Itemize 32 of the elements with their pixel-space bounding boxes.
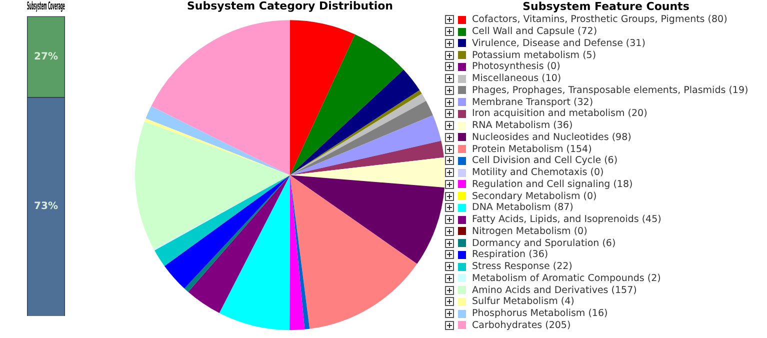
legend-label: Carbohydrates (205) — [472, 320, 571, 331]
legend-label: Phages, Prophages, Transposable elements, Plasmids (19) — [472, 84, 748, 96]
legend-label: Iron acquisition and metabolism (20) — [472, 108, 648, 120]
legend-label: RNA Metabolism (36) — [472, 120, 573, 132]
legend-label: Stress Response (22) — [472, 261, 572, 272]
legend-label: Protein Metabolism (154) — [472, 144, 592, 155]
data-label: 27% — [34, 51, 58, 62]
chart-title: Subsystem Category Distribution — [187, 0, 393, 12]
legend-label: Miscellaneous (10) — [472, 73, 562, 84]
legend-label: Cell Division and Cell Cycle (6) — [472, 155, 618, 166]
legend-label: Fatty Acids, Lipids, and Isoprenoids (45) — [472, 214, 662, 226]
legend-label: Amino Acids and Derivatives (157) — [472, 284, 637, 296]
data-label: 73% — [34, 201, 58, 212]
legend-label: Dormancy and Sporulation (6) — [472, 238, 616, 249]
legend-label: Regulation and Cell signaling (18) — [472, 178, 633, 190]
legend-label: DNA Metabolism (87) — [472, 202, 574, 214]
legend-label: Nucleosides and Nucleotides (98) — [472, 132, 632, 143]
legend-title: Subsystem Feature Counts — [522, 0, 690, 14]
legend-label: Cofactors, Vitamins, Prosthetic Groups, Pigments (80) — [472, 14, 728, 26]
legend-label: Respiration (36) — [472, 249, 548, 260]
legend-label: Secondary Metabolism (0) — [472, 190, 597, 202]
legend-label: Metabolism of Aromatic Compounds (2) — [472, 272, 661, 284]
chart-title: Subsystem Coverage — [27, 0, 66, 12]
legend-label: Sulfur Metabolism (4) — [472, 296, 574, 308]
legend-label: Potassium metabolism (5) — [472, 50, 596, 61]
legend-label: Cell Wall and Capsule (72) — [472, 26, 598, 38]
legend-label: Phosphorus Metabolism (16) — [472, 308, 608, 320]
legend-label: Membrane Transport (32) — [472, 96, 594, 108]
legend-label: Nitrogen Metabolism (0) — [472, 226, 588, 237]
legend-label: Motility and Chemotaxis (0) — [472, 167, 604, 178]
legend-label: Virulence, Disease and Defense (31) — [472, 38, 646, 49]
legend-label: Photosynthesis (0) — [472, 61, 560, 72]
